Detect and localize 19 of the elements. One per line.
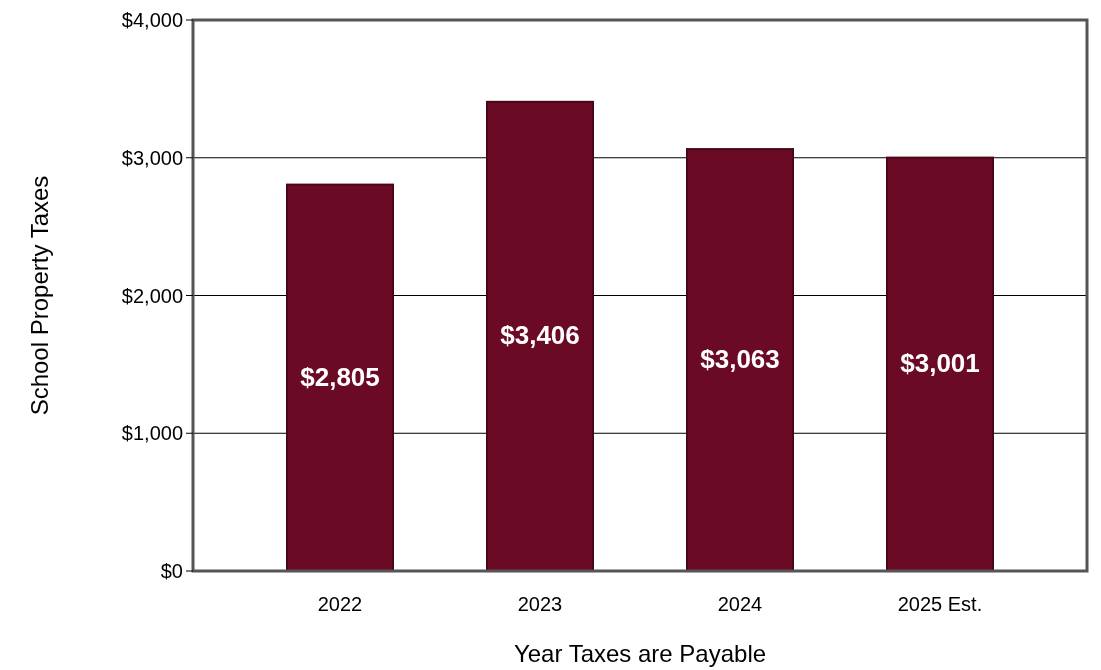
y-tick-label: $3,000 — [121, 146, 183, 169]
x-axis-title: Year Taxes are Payable — [513, 640, 767, 667]
x-tick-label: 2023 — [517, 593, 563, 615]
y-tick-label: $0 — [160, 560, 183, 582]
y-tick-label: $1,000 — [121, 422, 183, 445]
data-label: $3,063 — [700, 344, 780, 375]
x-tick-label: 2022 — [317, 593, 363, 615]
bar — [286, 183, 394, 572]
data-label: $2,805 — [300, 361, 380, 392]
data-label: $3,406 — [500, 320, 580, 351]
data-label: $3,001 — [900, 348, 980, 379]
y-tick-label: $2,000 — [121, 284, 183, 307]
y-tick-label: $4,000 — [121, 9, 183, 31]
x-tick-label: 2025 Est. — [897, 593, 983, 615]
x-tick-label: 2024 — [717, 593, 763, 615]
bar — [486, 100, 594, 572]
bar — [886, 156, 994, 572]
y-axis-title: School Property Taxes — [26, 175, 53, 416]
bar — [686, 148, 794, 572]
